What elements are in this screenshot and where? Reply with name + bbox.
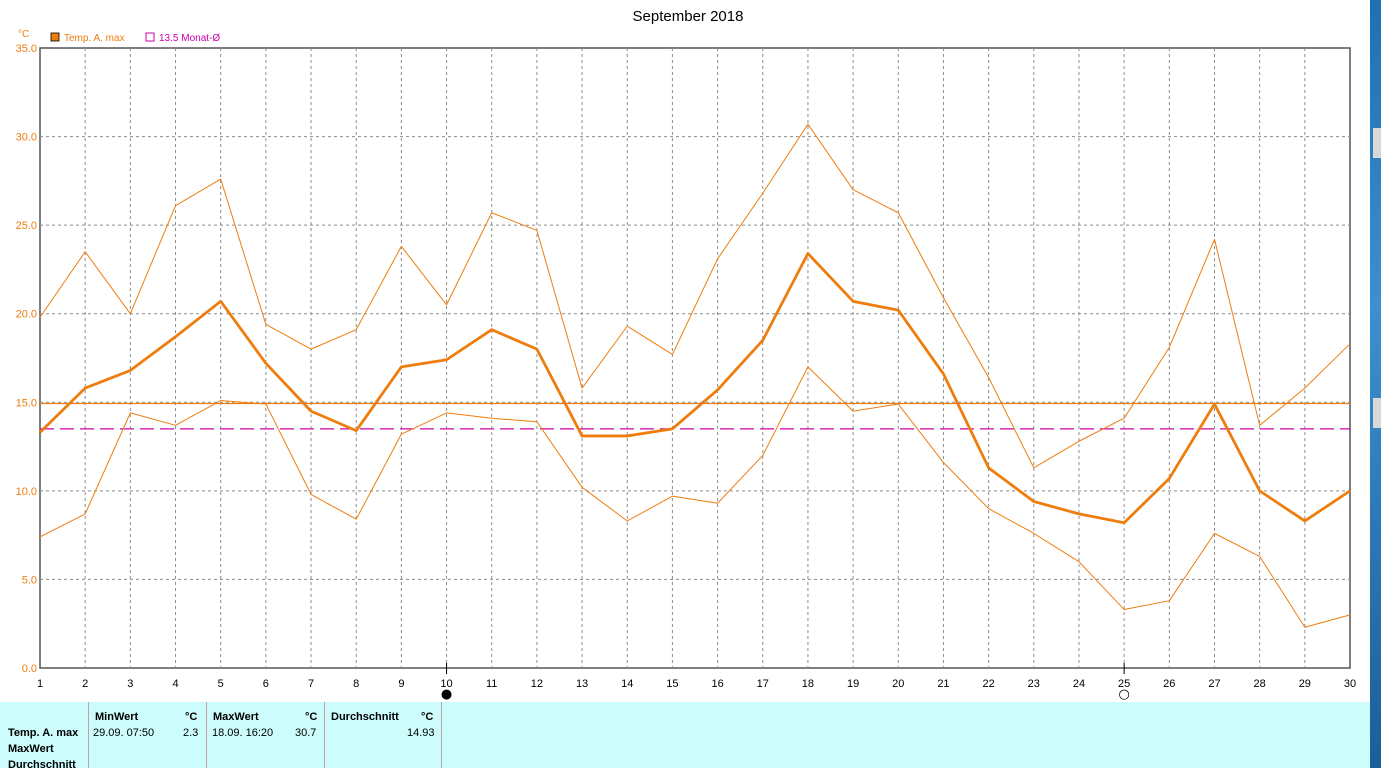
x-tick-label: 27 (1208, 678, 1220, 690)
min-value: 2.3 (183, 727, 199, 739)
y-tick-label: 5.0 (22, 574, 37, 586)
row-label-maxwert: MaxWert (8, 743, 54, 755)
desktop-edge-item (1373, 398, 1381, 428)
y-tick-label: 25.0 (16, 220, 37, 232)
legend-swatch-temp (50, 32, 60, 42)
legend-label-monat: 13.5 Monat-Ø (159, 33, 220, 44)
series-line-upper (39, 123, 1351, 469)
x-tick-label: 24 (1073, 678, 1085, 690)
x-tick-label: 29 (1299, 678, 1311, 690)
temperature-chart: 0.05.010.015.020.025.030.035.01 2 3 4 5 6 7 8 9 1… (16, 8, 1357, 702)
x-tick-label: 28 (1254, 678, 1266, 690)
x-tick-label: 13 (576, 678, 588, 690)
x-tick-label: 2 (82, 678, 88, 690)
x-tick-label: 11 (486, 678, 497, 690)
x-tick-label: 19 (847, 678, 859, 690)
avg-value: 14.93 (407, 727, 435, 739)
min-unit: °C (185, 711, 198, 723)
row-label-series: Temp. A. max (8, 727, 79, 739)
legend-label-temp: Temp. A. max (64, 33, 125, 44)
max-value: 30.7 (295, 727, 317, 739)
moon-phase-icon: ○ (1118, 687, 1129, 702)
series-line-lower (39, 366, 1351, 628)
max-column: MaxWert °C 18.09. 16:20 30.7 (206, 702, 324, 768)
y-tick-label: 30.0 (16, 132, 37, 144)
x-tick-label: 3 (127, 678, 133, 690)
max-unit: °C (305, 711, 318, 723)
avg-unit: °C (421, 711, 434, 723)
min-when: 29.09. 07:50 (93, 727, 155, 739)
max-header: MaxWert (213, 711, 259, 723)
x-tick-label: 12 (531, 678, 543, 690)
moon-phase-icon: ● (441, 687, 452, 702)
x-tick-label: 21 (937, 678, 949, 690)
y-tick-label: 0.0 (22, 663, 37, 675)
x-tick-label: 9 (398, 678, 404, 690)
x-tick-label: 14 (621, 678, 633, 690)
x-tick-label: 10 (440, 678, 452, 690)
min-header: MinWert (95, 711, 139, 723)
x-tick-label: 26 (1163, 678, 1175, 690)
stats-panel: Temp. A. max MaxWert Durchschnitt MinWer… (0, 702, 1370, 771)
y-tick-label: 20.0 (16, 309, 37, 321)
x-tick-label: 6 (263, 678, 269, 690)
x-tick-label: 30 (1344, 678, 1356, 690)
x-tick-label: 7 (308, 678, 314, 690)
x-tick-label: 20 (892, 678, 904, 690)
y-tick-label: 35.0 (16, 43, 37, 55)
x-tick-label: 5 (218, 678, 224, 690)
x-tick-label: 16 (711, 678, 723, 690)
max-when: 18.09. 16:20 (212, 727, 274, 739)
x-tick-label: 17 (757, 678, 769, 690)
y-axis-unit: °C (18, 29, 29, 40)
min-column: MinWert °C 29.09. 07:50 2.3 (88, 702, 206, 768)
series-line-main (39, 252, 1351, 525)
x-tick-label: 18 (802, 678, 814, 690)
x-tick-label: 15 (666, 678, 678, 690)
x-tick-label: 1 (37, 678, 43, 690)
desktop-edge-strip (1370, 0, 1381, 768)
avg-column: Durchschnitt °C 14.93 (324, 702, 442, 768)
avg-header: Durchschnitt (331, 711, 399, 723)
chart-area: 0.0 5.0 10.0 15.0 20.0 25.0 30.0 35.0 1 2 3 4 5 6 7 8 9 1… (16, 8, 1357, 702)
x-tick-label: 25 (1118, 678, 1130, 690)
y-tick-label: 15.0 (16, 397, 37, 409)
x-tick-label: 22 (982, 678, 994, 690)
row-label-durchschnitt: Durchschnitt (8, 759, 76, 771)
chart-title: September 2018 (633, 8, 744, 25)
desktop-edge-item (1373, 128, 1381, 158)
x-tick-label: 4 (172, 678, 178, 690)
x-tick-label: 8 (353, 678, 359, 690)
y-tick-label: 10.0 (16, 486, 37, 498)
plot-frame (39, 47, 1351, 669)
legend-swatch-monat (145, 32, 155, 42)
x-tick-label: 23 (1028, 678, 1040, 690)
